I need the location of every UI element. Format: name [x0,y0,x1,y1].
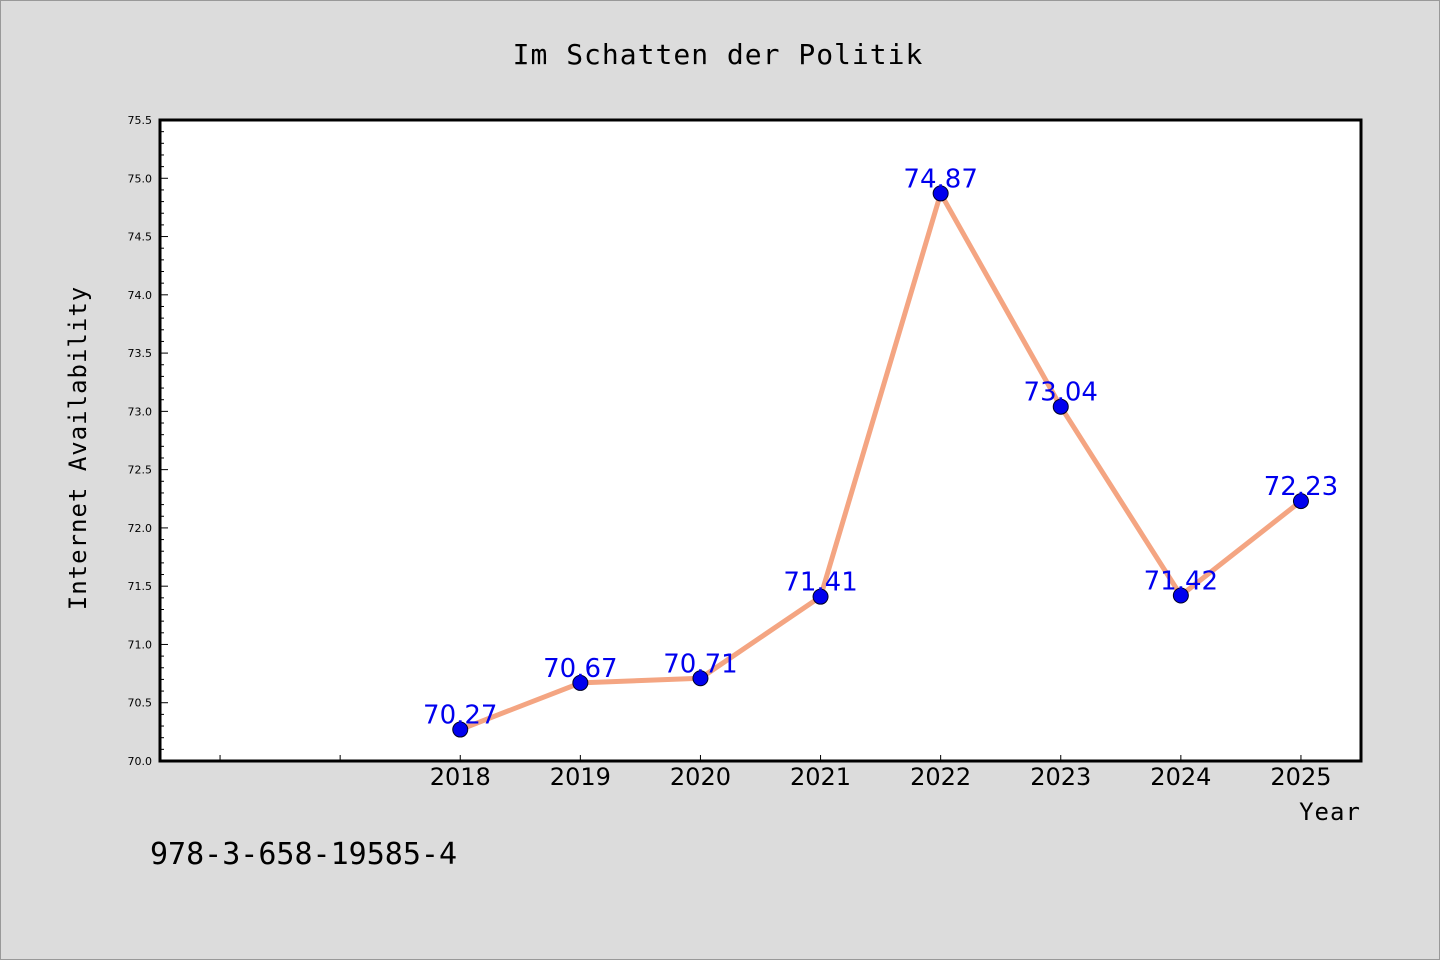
plot-frame [158,118,1363,763]
y-tick-label: 73.0 [128,405,153,418]
data-point [1292,493,1309,510]
data-point [452,721,469,738]
x-tick-label: 2018 [430,763,491,791]
y-axis-label: Internet Availability [64,286,92,610]
data-point [692,670,709,687]
y-axis-ticks: 70.0 70.5 71.0 71.5 72.0 72.5 73.0 73.5 74.0 74.5… [128,114,168,768]
data-label: 73.04 [1024,378,1098,408]
data-label: 70.67 [543,654,617,684]
data-point [572,674,589,691]
x-tick-label: 2022 [910,763,971,791]
data-point [812,588,829,605]
x-tick-label: 2021 [790,763,851,791]
series-line [457,190,1304,733]
data-label: 71.41 [783,568,857,598]
data-label: 70.27 [423,701,497,731]
y-tick-label: 72.0 [128,522,153,535]
data-label: 70.71 [663,649,737,679]
y-tick-label: 74.0 [128,289,153,302]
plot-area [160,120,1361,761]
y-tick-label: 71.5 [128,580,153,593]
data-point [1172,587,1189,604]
y-tick-label: 70.0 [128,755,153,768]
data-point [932,185,949,202]
y-tick-label: 73.5 [128,347,153,360]
x-tick-label: 2024 [1150,763,1211,791]
data-label: 72.23 [1264,472,1338,502]
data-point [1052,398,1069,415]
y-tick-label: 72.5 [128,464,153,477]
y-tick-label: 75.5 [128,114,153,127]
data-label: 74.87 [903,164,977,194]
data-labels: 70.27 70.67 70.71 71.41 74.87 73.04 71.42 72.23 [423,164,1338,730]
isbn-footer: 978-3-658-19585-4 [150,837,457,872]
x-tick-label: 2019 [550,763,611,791]
y-tick-label: 74.5 [128,231,153,244]
x-tick-label: 2025 [1270,763,1331,791]
data-markers [452,185,1309,738]
data-label: 71.42 [1144,567,1218,597]
x-tick-label: 2020 [670,763,731,791]
x-tick-label: 2023 [1030,763,1091,791]
y-tick-label: 71.0 [128,638,153,651]
x-axis-ticks: 2018 2019 2020 2021 2022 2023 2024 2025 [219,755,1331,791]
y-tick-label: 70.5 [128,697,153,710]
y-tick-label: 75.0 [128,172,153,185]
chart-title: Im Schatten der Politik [513,38,924,71]
x-axis-label: Year [1299,798,1361,826]
